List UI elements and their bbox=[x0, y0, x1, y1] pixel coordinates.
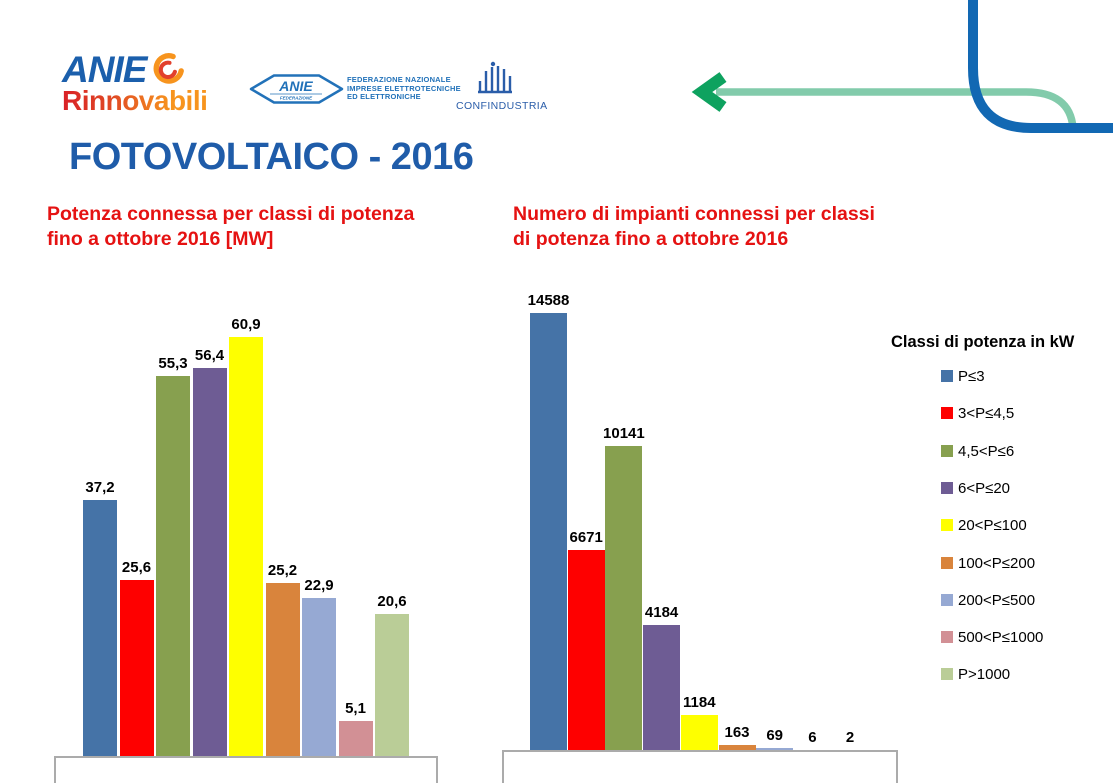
legend-item-3<P≤4,5: 3<P≤4,5 bbox=[941, 405, 1015, 423]
legend-swatch bbox=[941, 370, 953, 382]
federazione-line-3: ED ELETTRONICHE bbox=[347, 92, 421, 102]
right-chart-title-line-1: Numero di impianti connessi per classi bbox=[513, 203, 875, 225]
rinnovabili-wordmark: Rinnovabili bbox=[62, 85, 208, 116]
legend-item-100<P≤200: 100<P≤200 bbox=[941, 554, 1036, 572]
bar-200<P≤500 bbox=[756, 748, 794, 750]
bar-value-label: 22,9 bbox=[304, 577, 334, 594]
bar-value-label: 2 bbox=[845, 729, 855, 746]
decorative-lines bbox=[691, 0, 1113, 133]
bar-value-label: 163 bbox=[724, 724, 750, 741]
legend-label: 100<P≤200 bbox=[958, 554, 1036, 572]
bar-P≤3 bbox=[530, 313, 567, 750]
legend-label: 3<P≤4,5 bbox=[958, 405, 1015, 423]
right-chart-title-line-2: di potenza fino a ottobre 2016 bbox=[513, 227, 789, 250]
bar-P≤3 bbox=[83, 500, 117, 756]
bar-value-label: 1184 bbox=[683, 694, 716, 711]
sun-swirl-icon bbox=[153, 53, 185, 84]
bar-value-label: 56,4 bbox=[194, 347, 225, 364]
bar-value-label: 5,1 bbox=[345, 700, 366, 717]
left-chart-title-line-2: fino a ottobre 2016 [MW] bbox=[47, 227, 274, 250]
bar-500<P≤1000 bbox=[338, 721, 373, 756]
left-chart-axis-frame bbox=[54, 756, 438, 783]
bar-value-label: 6671 bbox=[569, 529, 603, 546]
legend-label: 200<P≤500 bbox=[958, 591, 1036, 609]
bar-value-label: 25,2 bbox=[267, 562, 298, 579]
legend-item-P>1000: P>1000 bbox=[941, 666, 1011, 684]
bar-20<P≤100 bbox=[229, 337, 263, 756]
bar-value-label: 55,3 bbox=[158, 355, 188, 372]
anie-federazione-wordmark: ANIE bbox=[278, 78, 313, 94]
confindustria-wordmark: CONFINDUSTRIA bbox=[456, 100, 548, 112]
legend-swatch bbox=[941, 556, 953, 569]
left-chart-title-line-1: Potenza connessa per classi di potenza bbox=[47, 203, 415, 225]
legend-item-20<P≤100: 20<P≤100 bbox=[941, 517, 1027, 535]
eagle-icon bbox=[478, 61, 512, 94]
federazione-description: FEDERAZIONE NAZIONALE IMPRESE ELETTROTEC… bbox=[347, 75, 461, 102]
bar-value-label: 10141 bbox=[603, 425, 645, 442]
legend-swatch bbox=[941, 481, 953, 494]
legend-item-200<P≤500: 200<P≤500 bbox=[941, 591, 1036, 609]
federazione-line-2: IMPRESE ELETTROTECNICHE bbox=[347, 83, 461, 93]
green-arrow-line bbox=[716, 88, 1077, 129]
legend-swatch bbox=[941, 593, 953, 606]
legend-item-6<P≤20: 6<P≤20 bbox=[941, 479, 1011, 497]
bar-value-label: 4184 bbox=[644, 604, 679, 621]
bar-4,5<P≤6 bbox=[605, 446, 643, 750]
confindustria-logo: CONFINDUSTRIA bbox=[456, 60, 548, 112]
legend-label: 6<P≤20 bbox=[958, 479, 1011, 497]
green-arrow-head-icon bbox=[691, 72, 727, 112]
anie-rinnovabili-logo: ANIE Rinnovabili bbox=[62, 49, 208, 116]
bar-200<P≤500 bbox=[302, 598, 336, 756]
bar-value-label: 37,2 bbox=[85, 479, 115, 496]
bar-100<P≤200 bbox=[718, 745, 756, 750]
anie-federazione-logo: ANIE FEDERAZIONE bbox=[249, 74, 344, 104]
bar-100<P≤200 bbox=[265, 583, 300, 756]
bar-3<P≤4,5 bbox=[567, 550, 605, 750]
bar-value-label: 14588 bbox=[527, 292, 570, 309]
right-chart-title: Numero di impianti connessi per classi d… bbox=[513, 202, 953, 251]
federazione-subtext: FEDERAZIONE bbox=[280, 96, 313, 101]
legend-label: P>1000 bbox=[958, 666, 1011, 684]
legend-swatch bbox=[941, 631, 953, 644]
bar-4,5<P≤6 bbox=[156, 376, 190, 756]
legend-swatch bbox=[941, 407, 953, 420]
bar-value-label: 69 bbox=[766, 727, 784, 744]
bar-20<P≤100 bbox=[680, 715, 718, 750]
legend-title: Classi di potenza in kW bbox=[891, 333, 1075, 351]
page-title: FOTOVOLTAICO - 2016 bbox=[69, 136, 474, 178]
bar-6<P≤20 bbox=[192, 368, 227, 756]
legend-item-4,5<P≤6: 4,5<P≤6 bbox=[941, 442, 1015, 460]
left-chart-title: Potenza connessa per classi di potenza f… bbox=[47, 202, 487, 251]
blue-curve-line bbox=[968, 0, 1113, 133]
legend-swatch bbox=[941, 444, 953, 457]
legend-item-500<P≤1000: 500<P≤1000 bbox=[941, 629, 1044, 647]
anie-rinnovabili-wordmark: ANIE bbox=[62, 49, 147, 90]
bar-value-label: 25,6 bbox=[121, 559, 152, 576]
legend-item-P≤3: P≤3 bbox=[941, 368, 985, 385]
bar-6<P≤20 bbox=[643, 625, 681, 750]
right-chart-axis-frame bbox=[502, 750, 898, 783]
legend-label: 20<P≤100 bbox=[958, 517, 1027, 535]
legend-label: 4,5<P≤6 bbox=[958, 442, 1015, 460]
bar-value-label: 60,9 bbox=[231, 316, 261, 333]
legend-swatch bbox=[941, 668, 953, 681]
legend-swatch bbox=[941, 519, 953, 532]
bar-3<P≤4,5 bbox=[119, 580, 154, 756]
legend-label: 500<P≤1000 bbox=[958, 629, 1044, 647]
federazione-line-1: FEDERAZIONE NAZIONALE bbox=[347, 75, 451, 84]
bar-value-label: 6 bbox=[808, 729, 817, 746]
bar-value-label: 20,6 bbox=[377, 593, 407, 610]
bar-P>1000 bbox=[375, 614, 409, 756]
legend-label: P≤3 bbox=[958, 368, 985, 385]
